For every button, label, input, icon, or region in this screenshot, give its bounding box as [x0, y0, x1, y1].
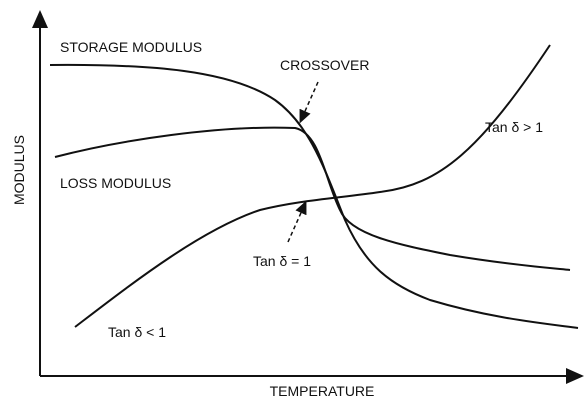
- x-label: TEMPERATURE: [270, 383, 375, 399]
- tan-arrow: [287, 200, 307, 243]
- loss-label: LOSS MODULUS: [60, 175, 171, 191]
- storage-curve: [49, 63, 579, 329]
- tan-curve: [74, 44, 551, 328]
- storage-label: STORAGE MODULUS: [60, 39, 202, 55]
- crossover-label: CROSSOVER: [280, 57, 369, 73]
- tan-lt-label: Tan δ < 1: [108, 324, 166, 340]
- crossover-arrow: [299, 81, 319, 124]
- loss-curve: [54, 126, 571, 271]
- y-label: MODULUS: [11, 135, 27, 205]
- tan-eq-label: Tan δ = 1: [253, 253, 311, 269]
- tan-gt-label: Tan δ > 1: [485, 119, 543, 135]
